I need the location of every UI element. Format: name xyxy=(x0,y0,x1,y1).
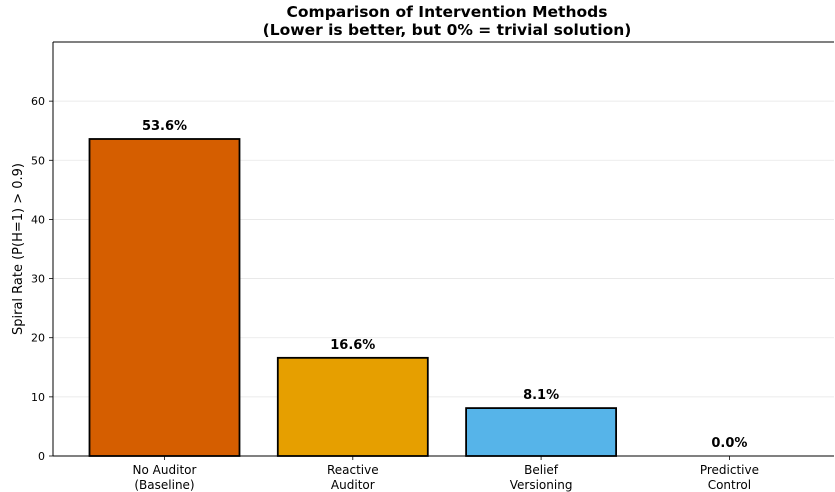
x-tick-label: Control xyxy=(708,478,751,492)
y-tick-label: 30 xyxy=(31,273,45,286)
y-tick-label: 50 xyxy=(31,154,45,167)
bar-value-label: 0.0% xyxy=(711,436,747,451)
chart-title-line1: Comparison of Intervention Methods xyxy=(287,3,608,21)
bar xyxy=(276,356,429,457)
x-tick-label: (Baseline) xyxy=(134,478,194,492)
y-axis-label: Spiral Rate (P(H=1) > 0.9) xyxy=(11,163,26,335)
value-labels: 53.6% 16.6% 8.1% 0.0% xyxy=(142,119,747,451)
x-tick-label: Auditor xyxy=(331,478,375,492)
y-tick-label: 10 xyxy=(31,391,45,404)
y-tick-label: 20 xyxy=(31,332,45,345)
bars xyxy=(88,138,618,457)
y-tick-label: 40 xyxy=(31,213,45,226)
bar-value-label: 16.6% xyxy=(330,338,375,353)
y-ticks: 0 10 20 30 40 50 60 xyxy=(31,95,53,463)
chart-title-line2: (Lower is better, but 0% = trivial solut… xyxy=(263,21,632,39)
y-tick-label: 60 xyxy=(31,95,45,108)
bar xyxy=(465,407,618,457)
x-tick-label: Versioning xyxy=(510,478,573,492)
bar-value-label: 8.1% xyxy=(523,388,559,403)
bar-value-label: 53.6% xyxy=(142,119,187,134)
x-tick-label: Reactive xyxy=(327,463,379,477)
x-tick-label: No Auditor xyxy=(133,463,197,477)
axes xyxy=(52,41,834,457)
x-tick-label: Predictive xyxy=(700,463,759,477)
x-tick-label: Belief xyxy=(524,463,559,477)
y-tick-label: 0 xyxy=(38,450,45,463)
bar xyxy=(88,138,241,457)
